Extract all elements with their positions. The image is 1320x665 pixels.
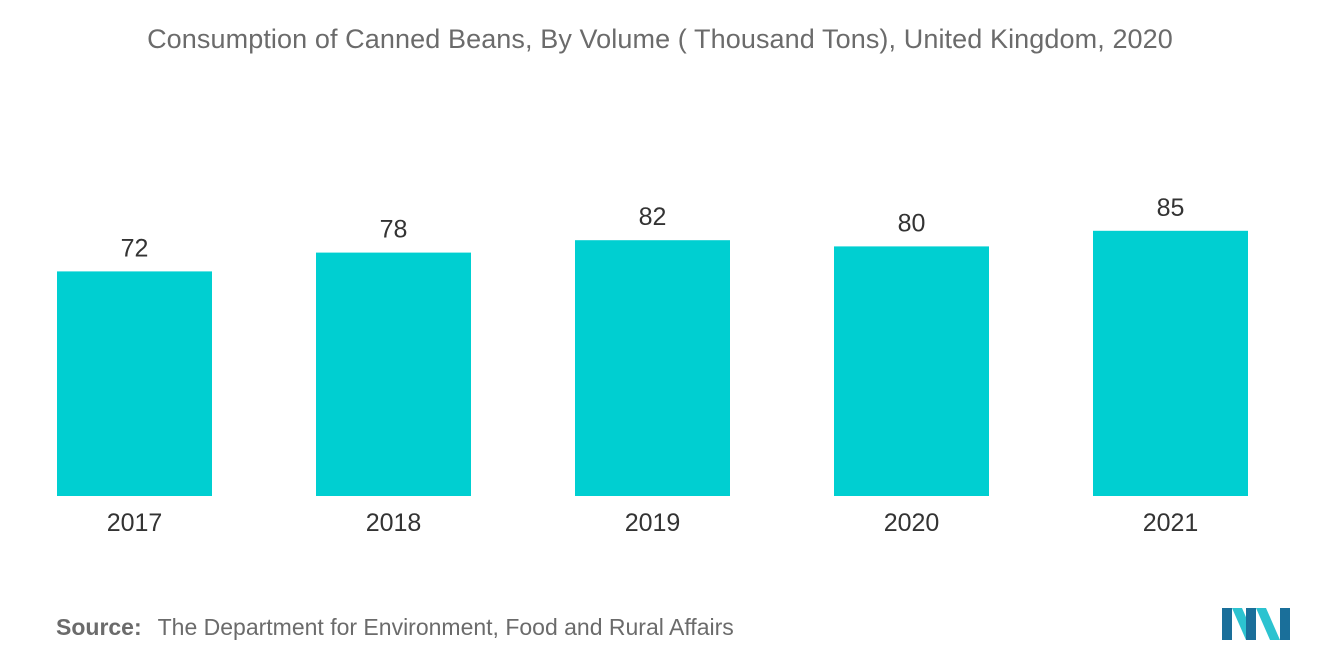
value-labels-layer: 72 78 82 80 85: [121, 194, 1185, 263]
value-label-2019: 82: [639, 203, 667, 231]
x-tick-label-2017: 2017: [107, 509, 163, 537]
source-note: Source: The Department for Environment, …: [56, 614, 734, 641]
x-tick-label-2020: 2020: [884, 509, 940, 537]
bar-2017: [57, 271, 212, 496]
bar-2018: [316, 252, 471, 496]
value-label-2020: 80: [898, 209, 926, 237]
chart-title: Consumption of Canned Beans, By Volume (…: [147, 24, 1173, 54]
bars-layer: [57, 230, 1248, 497]
x-tick-label-2019: 2019: [625, 509, 681, 537]
source-label: Source:: [56, 614, 142, 640]
bar-2019: [575, 240, 730, 496]
source-text: The Department for Environment, Food and…: [157, 614, 734, 640]
x-tick-label-2018: 2018: [366, 509, 422, 537]
x-tick-label-2021: 2021: [1143, 509, 1199, 537]
value-label-2021: 85: [1157, 194, 1185, 222]
mordor-intelligence-logo-icon: [1222, 608, 1290, 640]
value-label-2018: 78: [380, 216, 408, 244]
bar-2020: [834, 246, 989, 496]
value-label-2017: 72: [121, 234, 149, 262]
bar-2021: [1093, 230, 1248, 497]
x-axis-tick-labels: 2017 2018 2019 2020 2021: [107, 509, 1199, 537]
